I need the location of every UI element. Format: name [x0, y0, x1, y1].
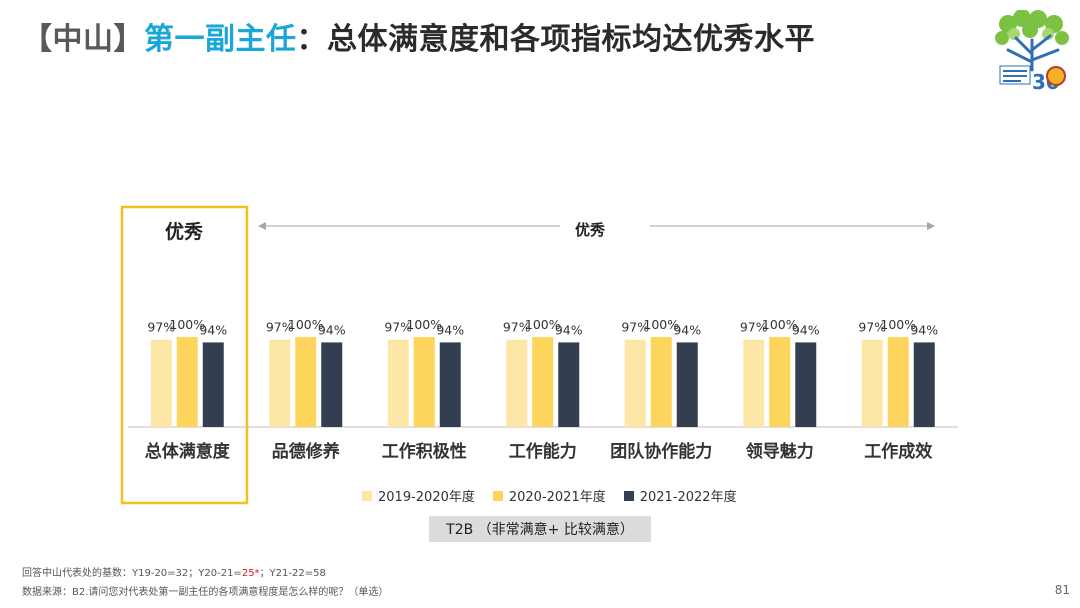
bar: [913, 342, 935, 427]
data-label: 100%: [169, 317, 205, 332]
data-label: 97%: [147, 320, 175, 335]
data-label: 94%: [436, 322, 464, 337]
legend-item-2021-2022: 2021-2022年度: [623, 486, 737, 505]
data-label: 97%: [266, 320, 294, 335]
legend-swatch-2019-2020: [362, 490, 372, 501]
data-label: 97%: [858, 320, 886, 335]
bar: [295, 337, 317, 427]
bar: [532, 337, 554, 427]
bar: [795, 342, 817, 427]
bar: [202, 342, 224, 427]
data-label: 94%: [555, 322, 583, 337]
legend-swatch-2020-2021: [492, 490, 503, 501]
bar: [413, 337, 435, 427]
bar: [743, 339, 765, 427]
others-rating-label: 优秀: [575, 221, 606, 239]
data-label: 100%: [762, 317, 798, 332]
page-number: 81: [1054, 583, 1070, 597]
bar: [321, 342, 343, 427]
bar: [150, 339, 172, 427]
base-footnote-warning: 25*: [241, 568, 260, 579]
data-label: 94%: [673, 322, 701, 337]
overall-rating-label: 优秀: [165, 220, 204, 243]
base-footnote-suffix: ；Y21-22=58: [259, 568, 326, 579]
data-label: 97%: [740, 320, 768, 335]
data-label: 100%: [880, 317, 916, 332]
base-footnote: 回答中山代表处的基数：Y19-20=32；Y20-21=25*；Y21-22=5…: [22, 564, 326, 579]
chart-legend: 2019-2020年度 2020-2021年度 2021-2022年度: [362, 486, 737, 505]
tree-logo-icon: 30: [995, 10, 1069, 90]
arrow-head-right: [927, 222, 935, 230]
title-rest: ：总体满意度和各项指标均达优秀水平: [296, 22, 815, 57]
bar: [887, 337, 909, 427]
base-footnote-prefix: 回答中山代表处的基数：Y19-20=32；Y20-21=: [22, 568, 242, 579]
data-label: 94%: [318, 322, 346, 337]
bar: [439, 342, 461, 427]
bar: [769, 337, 791, 427]
bar: [624, 339, 646, 427]
data-label: 97%: [384, 320, 412, 335]
category-label: 工作成效: [864, 441, 932, 462]
data-label: 97%: [503, 320, 531, 335]
data-label: 97%: [621, 320, 649, 335]
category-label: 总体满意度: [145, 441, 231, 462]
bar: [558, 342, 580, 427]
arrow-head-left: [258, 222, 266, 230]
bar: [676, 342, 698, 427]
category-label: 品德修养: [272, 441, 341, 462]
source-footnote: 数据来源：B2.请问您对代表处第一副主任的各项满意程度是怎么样的呢？（单选）: [22, 587, 389, 598]
highlight-box: [120, 205, 249, 505]
category-label: 领导魅力: [746, 441, 814, 462]
legend-label-2019-2020: 2019-2020年度: [378, 490, 475, 505]
bar: [650, 337, 672, 427]
legend-item-2019-2020: 2019-2020年度: [362, 486, 475, 505]
data-label: 100%: [406, 317, 442, 332]
legend-swatch-2021-2022: [623, 490, 634, 501]
data-label: 94%: [199, 322, 227, 337]
bar: [861, 339, 883, 427]
category-label: 团队协作能力: [610, 441, 712, 462]
bar: [269, 339, 291, 427]
bar: [387, 339, 409, 427]
title-role: 第一副主任: [144, 22, 297, 57]
bar: [176, 337, 198, 427]
data-label: 100%: [643, 317, 679, 332]
data-label: 94%: [792, 322, 820, 337]
page-title: 【中山】第一副主任：总体满意度和各项指标均达优秀水平: [22, 14, 815, 58]
legend-label-2020-2021: 2020-2021年度: [508, 490, 606, 505]
title-bracket: 【中山】: [22, 22, 144, 57]
data-label: 100%: [525, 317, 561, 332]
category-label: 工作能力: [509, 441, 577, 462]
data-label: 100%: [288, 317, 324, 332]
legend-item-2020-2021: 2020-2021年度: [492, 486, 606, 505]
bar: [506, 339, 528, 427]
metric-label-box: T2B （非常满意+ 比较满意）: [429, 516, 651, 542]
category-label: 工作积极性: [382, 441, 467, 462]
legend-label-2021-2022: 2021-2022年度: [639, 490, 737, 505]
data-label: 94%: [910, 322, 938, 337]
